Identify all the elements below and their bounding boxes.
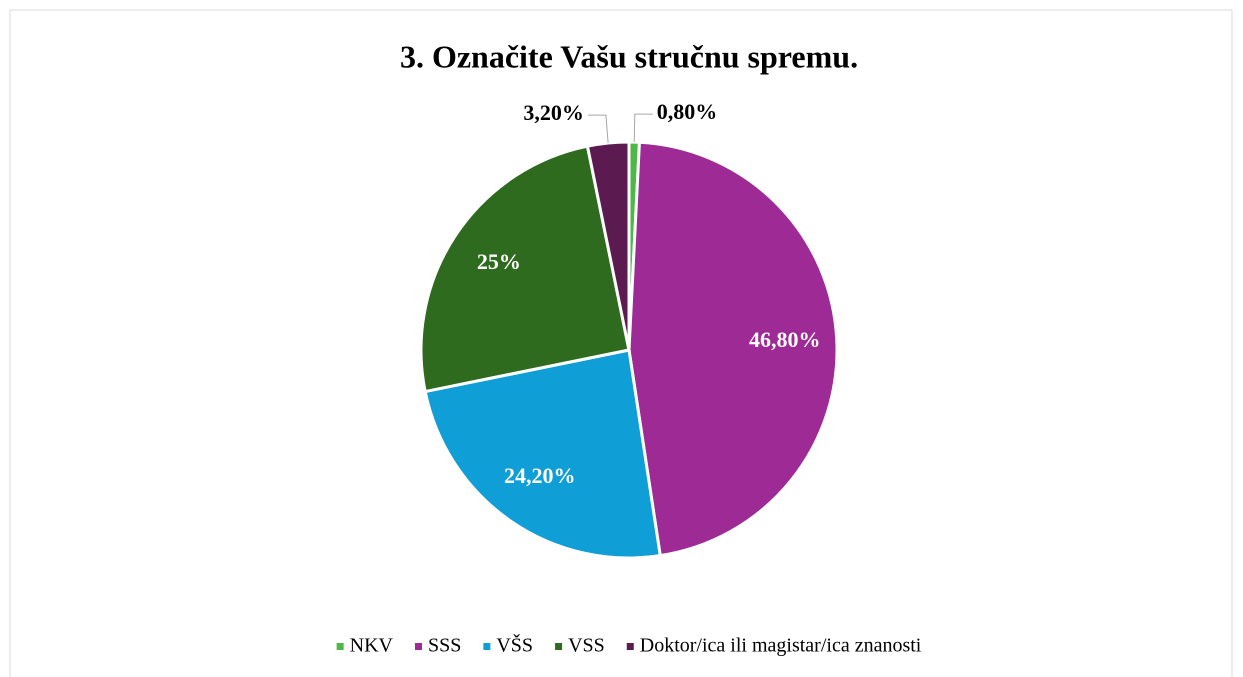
pie-slice bbox=[419, 144, 631, 394]
chart-title: 3. Označite Vašu stručnu spremu. bbox=[400, 38, 858, 74]
pie-slice bbox=[627, 140, 839, 558]
data-label: 24,20% bbox=[504, 463, 576, 488]
legend-label: VSS bbox=[568, 635, 605, 657]
data-label: 0,80% bbox=[657, 99, 718, 124]
data-label: 3,20% bbox=[523, 100, 584, 125]
legend-swatch bbox=[336, 643, 344, 650]
legend-label: Doktor/ica ili magistar/ica znanosti bbox=[640, 635, 922, 657]
pie-slice bbox=[423, 348, 662, 560]
legend-swatch bbox=[555, 643, 563, 650]
legend-label: NKV bbox=[350, 635, 394, 657]
legend-swatch bbox=[414, 643, 422, 650]
data-label: 25% bbox=[477, 249, 521, 274]
leader-line bbox=[587, 114, 609, 144]
legend-label: SSS bbox=[428, 635, 461, 657]
legend-label: VŠS bbox=[496, 633, 533, 657]
data-label: 46,80% bbox=[749, 327, 821, 352]
leader-line bbox=[633, 113, 653, 143]
legend-swatch bbox=[483, 643, 491, 650]
legend-swatch bbox=[626, 643, 634, 650]
